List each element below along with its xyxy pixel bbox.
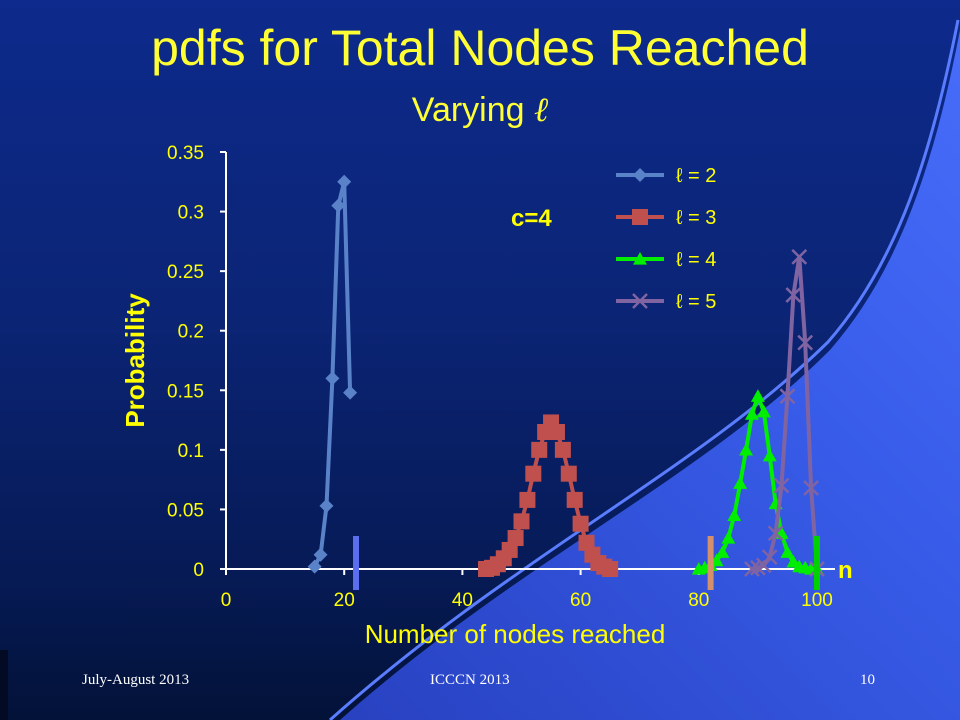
x-marker-stroke (632, 293, 648, 309)
y-tick-label: 0.15 (167, 381, 204, 402)
vertical-marker (353, 536, 360, 590)
diamond-marker (633, 168, 647, 182)
x-marker (744, 561, 760, 577)
diamond-marker (337, 174, 352, 189)
legend-item: ℓ = 5 (616, 291, 716, 313)
x-tick-label: 100 (801, 590, 833, 611)
square-marker (513, 513, 530, 530)
x-marker-stroke (803, 480, 819, 496)
x-tick-label: 80 (688, 590, 709, 611)
y-tick-label: 0.3 (178, 203, 204, 224)
footer-conference: ICCCN 2013 (430, 672, 510, 688)
triangle-marker (721, 531, 736, 544)
chart: 0 0.05 0.1 0.15 0.2 0.25 0.3 0.35 0 20 40 60 80 100 Nu… (120, 143, 853, 649)
x-tick-label: 0 (221, 590, 232, 611)
legend-label: ℓ = 2 (676, 165, 716, 187)
triangle-marker (633, 252, 647, 265)
diamond-marker (313, 547, 328, 562)
triangle-marker (780, 545, 795, 558)
legend-item: ℓ = 2 (616, 165, 716, 187)
square-marker (531, 441, 548, 458)
square-marker (554, 441, 571, 458)
x-marker-stroke (791, 248, 808, 265)
square-marker (548, 423, 565, 440)
chart-annotation-c: c=4 (511, 205, 552, 232)
legend: ℓ = 2 ℓ = 3 ℓ = 4 ℓ = 5 (616, 165, 716, 313)
square-marker (602, 561, 619, 577)
square-marker (507, 530, 524, 547)
x-marker (785, 287, 802, 303)
y-tick-label: 0.1 (178, 441, 204, 462)
y-tick-label: 0 (193, 560, 204, 581)
x-tick-label: 40 (452, 590, 473, 611)
x-axis-label: Number of nodes reached (365, 619, 666, 649)
legend-item: ℓ = 3 (616, 207, 716, 229)
diamond-marker (325, 371, 340, 386)
triangle-marker (733, 476, 748, 489)
triangle-marker (762, 448, 777, 462)
legend-label: ℓ = 4 (676, 249, 716, 271)
series-5 (744, 248, 825, 577)
x-marker (797, 334, 814, 351)
x-marker (791, 248, 808, 265)
x-marker-stroke (744, 561, 760, 577)
x-marker-stroke (761, 549, 778, 565)
left-edge-shadow (0, 650, 8, 720)
x-marker-stroke (773, 477, 790, 494)
square-marker (560, 465, 577, 482)
x-marker (767, 525, 784, 542)
x-marker (803, 480, 819, 496)
subtitle-text: Varying (411, 91, 535, 129)
vertical-marker (707, 536, 714, 590)
square-marker (572, 515, 589, 532)
diamond-marker (331, 198, 346, 213)
triangle-marker (727, 508, 742, 521)
square-marker (566, 491, 583, 508)
x-marker (761, 549, 778, 565)
x-marker (773, 477, 790, 494)
x-marker-stroke (779, 388, 796, 405)
footer-date: July-August 2013 (82, 672, 190, 688)
triangle-marker (756, 404, 771, 418)
subtitle-symbol: ℓ (534, 90, 549, 130)
x-marker-stroke (755, 557, 772, 574)
axis-end-label-n: n (838, 557, 853, 584)
legend-item: ℓ = 4 (616, 249, 716, 271)
square-marker (519, 491, 536, 508)
x-marker (755, 557, 772, 574)
triangle-marker (750, 389, 765, 402)
x-marker-stroke (767, 525, 784, 542)
x-marker-stroke (797, 334, 814, 351)
y-axis-label: Probability (120, 293, 150, 428)
slide-subtitle: Varying ℓ (0, 90, 960, 130)
y-tick-label: 0.2 (178, 322, 204, 343)
series-2 (307, 174, 358, 574)
triangle-marker (744, 407, 759, 420)
background-swoosh (340, 30, 960, 720)
x-marker (779, 388, 796, 405)
series-3 (478, 414, 619, 577)
slide-title: pdfs for Total Nodes Reached (151, 20, 809, 76)
x-tick-label: 20 (334, 590, 355, 611)
square-marker (632, 209, 648, 225)
y-tick-label: 0.25 (167, 262, 204, 283)
diamond-marker (343, 385, 358, 400)
legend-label: ℓ = 5 (676, 291, 716, 313)
legend-label: ℓ = 3 (676, 207, 716, 229)
x-marker (632, 293, 648, 309)
y-tick-label: 0.35 (167, 143, 204, 164)
x-tick-label: 60 (570, 590, 591, 611)
x-marker-stroke (785, 287, 802, 303)
page-number: 10 (860, 672, 875, 688)
diamond-marker (319, 498, 334, 513)
diamond-marker (307, 559, 322, 574)
vertical-marker (814, 536, 820, 590)
triangle-marker (739, 442, 754, 456)
triangle-marker (715, 545, 730, 558)
square-marker (525, 465, 542, 482)
y-tick-label: 0.05 (167, 500, 204, 521)
